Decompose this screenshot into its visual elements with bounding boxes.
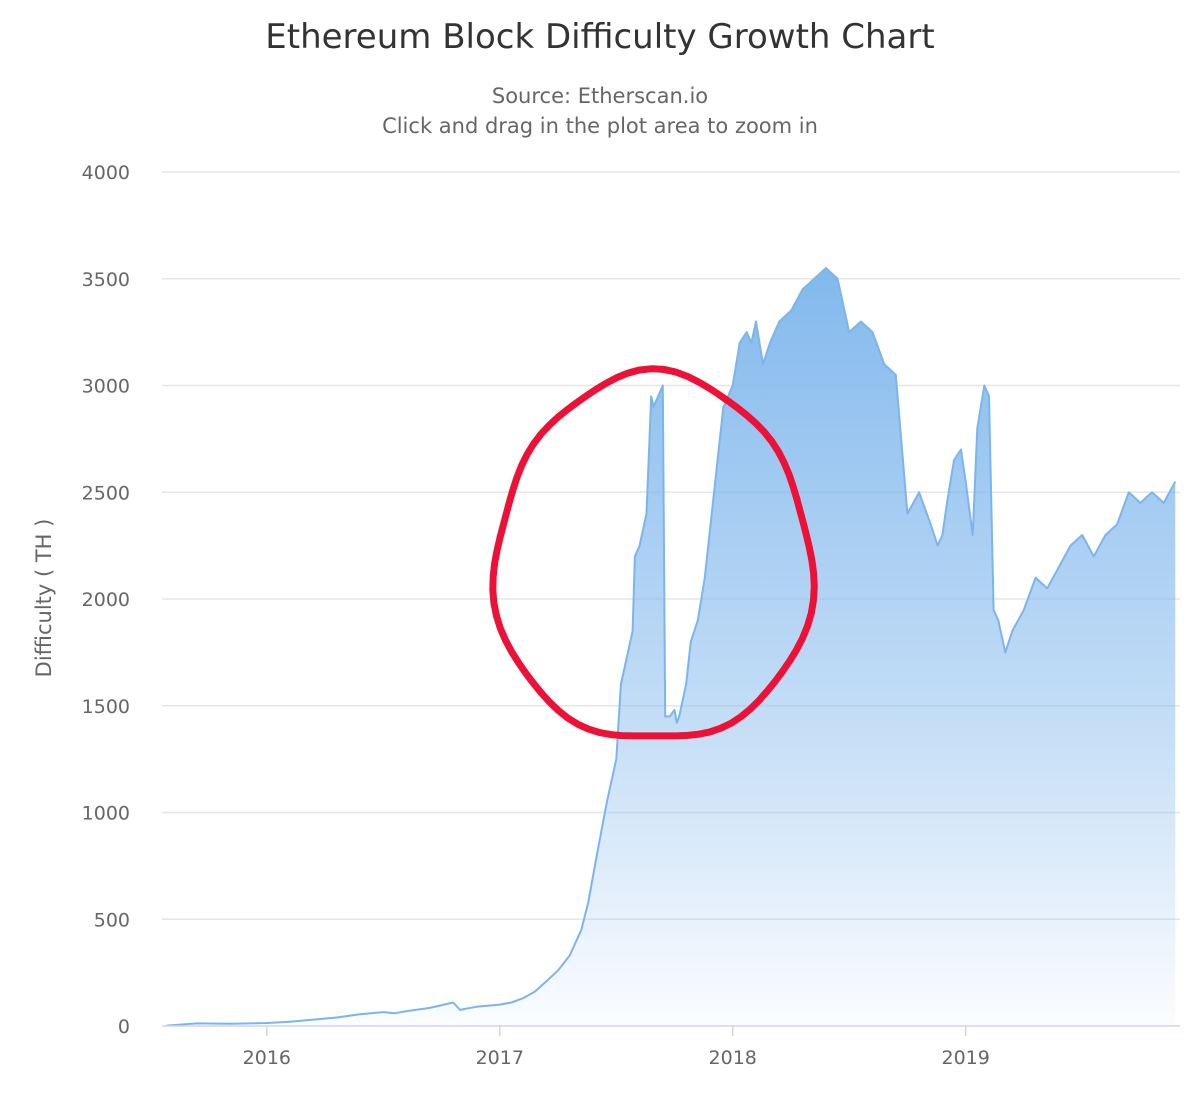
y-tick-label-3000: 3000 xyxy=(82,376,130,398)
x-axis-ticks: 2016 2017 2018 2019 xyxy=(243,1026,990,1069)
red-circle-stroke xyxy=(489,365,818,740)
y-tick-label-3500: 3500 xyxy=(82,269,130,291)
chart-subtitle-zoom-hint: Click and drag in the plot area to zoom … xyxy=(382,114,818,138)
y-tick-label-1500: 1500 xyxy=(82,696,130,718)
difficulty-area-fill xyxy=(166,268,1176,1027)
plot-area[interactable] xyxy=(166,267,1177,1027)
y-tick-label-0: 0 xyxy=(118,1016,130,1038)
y-tick-label-2000: 2000 xyxy=(82,589,130,611)
y-tick-label-1000: 1000 xyxy=(82,803,130,825)
y-axis-ticks: 0 500 1000 1500 2000 2500 3000 3500 4000 xyxy=(82,162,130,1038)
y-tick-label-500: 500 xyxy=(94,909,130,931)
y-axis-title: Difficulty ( TH ) xyxy=(32,519,56,678)
gridlines xyxy=(162,171,1180,920)
x-tick-label-2019: 2019 xyxy=(942,1047,990,1069)
x-tick-label-2017: 2017 xyxy=(476,1047,524,1069)
x-tick-label-2016: 2016 xyxy=(243,1047,291,1069)
x-tick-label-2018: 2018 xyxy=(709,1047,757,1069)
chart-title: Ethereum Block Difficulty Growth Chart xyxy=(265,17,934,57)
y-tick-label-4000: 4000 xyxy=(82,162,130,184)
y-tick-label-2500: 2500 xyxy=(82,482,130,504)
chart-subtitle-source: Source: Etherscan.io xyxy=(492,84,708,108)
red-circle-annotation xyxy=(489,365,818,740)
difficulty-series-line xyxy=(166,267,1177,1027)
